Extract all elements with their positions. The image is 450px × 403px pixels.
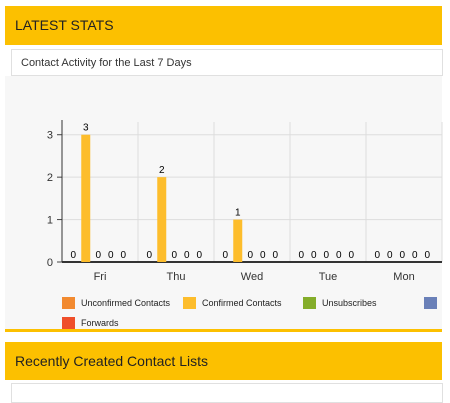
data-label: 0 [387, 250, 393, 261]
data-label: 0 [222, 250, 228, 261]
data-label: 1 [235, 208, 241, 219]
data-label: 0 [260, 250, 266, 261]
latest-stats-header: LATEST STATS [5, 6, 442, 45]
data-label: 0 [196, 250, 202, 261]
data-label: 0 [399, 250, 405, 261]
legend-swatch [183, 297, 196, 309]
data-label: 0 [70, 250, 76, 261]
recent-lists-box [11, 383, 443, 403]
x-tick-label: Tue [319, 271, 338, 283]
recent-lists-header: Recently Created Contact Lists [5, 342, 442, 380]
legend-label: Confirmed Contacts [202, 298, 282, 308]
legend-swatch [62, 317, 75, 329]
chart-subtitle: Contact Activity for the Last 7 Days [21, 57, 192, 69]
data-label: 0 [95, 250, 101, 261]
bar-thu-1 [157, 177, 167, 262]
data-label: 0 [348, 250, 354, 261]
data-label: 0 [412, 250, 418, 261]
data-label: 0 [272, 250, 278, 261]
legend-label: Forwards [81, 318, 119, 328]
data-label: 0 [184, 250, 190, 261]
x-tick-label: Wed [241, 271, 263, 283]
data-label: 2 [159, 165, 165, 176]
x-tick-label: Mon [393, 271, 414, 283]
data-label: 0 [374, 250, 380, 261]
legend-swatch [424, 297, 437, 309]
x-tick-label: Fri [94, 271, 107, 283]
data-label: 0 [336, 250, 342, 261]
data-label: 0 [146, 250, 152, 261]
data-label: 0 [298, 250, 304, 261]
data-label: 0 [323, 250, 329, 261]
data-label: 0 [120, 250, 126, 261]
y-tick-label: 1 [47, 215, 53, 227]
latest-stats-title: LATEST STATS [15, 17, 114, 33]
bar-wed-1 [233, 219, 243, 262]
recent-lists-title: Recently Created Contact Lists [15, 353, 208, 369]
legend-swatch [303, 297, 316, 309]
legend-swatch [62, 297, 75, 309]
legend-label: Unsubscribes [322, 298, 377, 308]
chart-subtitle-box: Contact Activity for the Last 7 Days [11, 49, 443, 76]
data-label: 0 [424, 250, 430, 261]
section-divider [5, 329, 442, 332]
data-label: 0 [311, 250, 317, 261]
chart-area [5, 76, 442, 330]
data-label: 0 [108, 250, 114, 261]
data-label: 0 [171, 250, 177, 261]
y-tick-label: 3 [47, 130, 53, 142]
y-tick-label: 0 [47, 257, 53, 269]
legend-label: Unconfirmed Contacts [81, 298, 171, 308]
data-label: 0 [247, 250, 253, 261]
y-tick-label: 2 [47, 172, 53, 184]
bar-fri-1 [81, 134, 91, 262]
x-tick-label: Thu [167, 271, 186, 283]
data-label: 3 [83, 123, 89, 134]
